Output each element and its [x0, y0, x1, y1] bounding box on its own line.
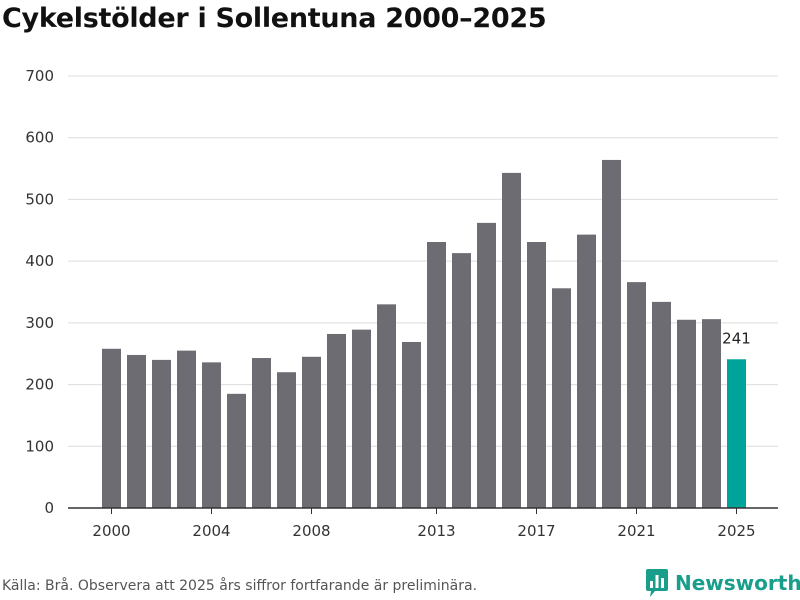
y-tick-label: 500: [25, 190, 54, 208]
x-tick-label: 2000: [92, 522, 130, 540]
data-label-2025: 241: [722, 329, 751, 347]
bar-2018: [552, 288, 571, 508]
y-tick-label: 200: [25, 376, 54, 394]
x-tick-label: 2013: [417, 522, 455, 540]
bar-series: [102, 159, 746, 509]
gridlines: [68, 75, 778, 447]
bar-2012: [402, 341, 421, 508]
bar-2009: [327, 333, 346, 508]
bar-2013: [427, 242, 446, 509]
x-tick-label: 2004: [192, 522, 230, 540]
y-tick-label: 0: [44, 499, 54, 517]
x-axis: 2000 2004 2008 2013 2017 2021 2025: [68, 507, 778, 540]
bar-2021: [627, 282, 646, 508]
bar-2001: [127, 354, 146, 508]
bar-chart-bubble-icon: [646, 569, 668, 597]
bar-2025: [727, 359, 746, 508]
bar-2006: [252, 358, 271, 508]
bar-2000: [102, 348, 121, 508]
bar-2011: [377, 304, 396, 508]
bar-2015: [477, 222, 496, 508]
bar-2010: [352, 329, 371, 508]
data-labels: 241: [722, 329, 751, 347]
y-tick-label: 600: [25, 129, 54, 147]
bar-2005: [227, 393, 246, 508]
bar-2002: [152, 359, 171, 508]
y-axis: 0 100 200 300 400 500 600 700: [25, 67, 54, 517]
bar-2014: [452, 253, 471, 508]
x-tick-label: 2021: [617, 522, 655, 540]
bar-2022: [652, 301, 671, 508]
bar-2003: [177, 350, 196, 508]
bar-2023: [677, 319, 696, 508]
source-note: Källa: Brå. Observera att 2025 års siffr…: [2, 578, 478, 594]
brand-name: Newsworthy: [675, 571, 800, 595]
chart-title: Cykelstölder i Sollentuna 2000–2025: [2, 3, 547, 34]
bar-2017: [527, 242, 546, 509]
x-tick-label: 2008: [292, 522, 330, 540]
brand-logo: Newsworthy: [645, 568, 800, 598]
x-tick-label: 2025: [717, 522, 755, 540]
bar-2019: [577, 234, 596, 508]
bar-2008: [302, 356, 321, 508]
bar-2007: [277, 372, 296, 508]
y-tick-label: 300: [25, 314, 54, 332]
bar-2024: [702, 319, 721, 508]
y-tick-label: 100: [25, 437, 54, 455]
y-tick-label: 400: [25, 252, 54, 270]
bar-2016: [502, 172, 521, 509]
bar-2004: [202, 362, 221, 508]
x-tick-label: 2017: [517, 522, 555, 540]
bar-2020: [602, 159, 621, 508]
y-tick-label: 700: [25, 67, 54, 85]
